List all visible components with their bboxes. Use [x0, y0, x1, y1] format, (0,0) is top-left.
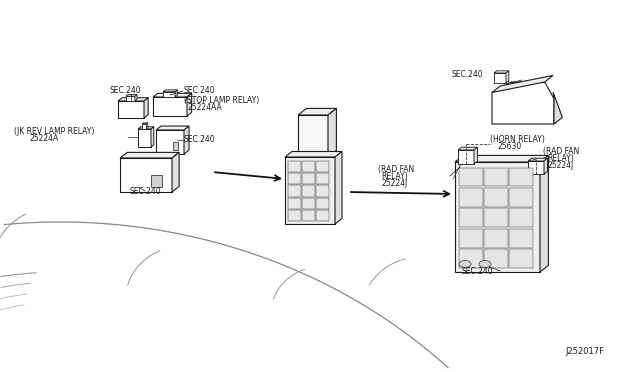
Polygon shape [484, 229, 508, 248]
Text: RELAY): RELAY) [547, 154, 573, 163]
Polygon shape [302, 210, 315, 221]
Polygon shape [298, 108, 337, 115]
Polygon shape [458, 150, 474, 164]
Polygon shape [175, 90, 177, 97]
Polygon shape [288, 161, 301, 172]
Polygon shape [459, 188, 483, 207]
Polygon shape [506, 71, 509, 83]
Text: SEC.240: SEC.240 [462, 267, 493, 276]
Polygon shape [484, 208, 508, 227]
Text: SEC.240: SEC.240 [452, 70, 484, 79]
Polygon shape [316, 210, 329, 221]
Polygon shape [142, 123, 148, 124]
Polygon shape [528, 161, 544, 174]
Text: 25630: 25630 [497, 142, 521, 151]
Polygon shape [459, 208, 483, 227]
Polygon shape [156, 126, 189, 130]
Text: SEC.240: SEC.240 [184, 135, 216, 144]
Polygon shape [172, 153, 179, 192]
Polygon shape [138, 127, 154, 129]
Polygon shape [316, 161, 329, 172]
Polygon shape [163, 90, 177, 92]
Polygon shape [328, 108, 337, 157]
Text: (HORN RELAY): (HORN RELAY) [490, 135, 545, 144]
Polygon shape [118, 98, 148, 101]
Text: SEC.240: SEC.240 [110, 86, 141, 95]
Polygon shape [163, 92, 175, 97]
Polygon shape [138, 129, 151, 147]
Polygon shape [120, 158, 172, 192]
Polygon shape [459, 229, 483, 248]
Text: (STOP LAMP RELAY): (STOP LAMP RELAY) [184, 96, 259, 105]
Ellipse shape [479, 260, 491, 267]
Polygon shape [126, 94, 137, 96]
Polygon shape [458, 147, 477, 150]
Polygon shape [484, 188, 508, 207]
Polygon shape [144, 98, 148, 118]
Polygon shape [528, 158, 547, 161]
Polygon shape [288, 210, 301, 221]
Text: RELAY): RELAY) [381, 172, 408, 181]
Text: (RAD FAN: (RAD FAN [378, 165, 414, 174]
Polygon shape [484, 249, 508, 268]
Polygon shape [153, 93, 191, 97]
Polygon shape [142, 124, 147, 129]
Polygon shape [316, 173, 329, 185]
Polygon shape [288, 185, 301, 196]
Polygon shape [302, 173, 315, 185]
Polygon shape [316, 185, 329, 196]
Polygon shape [302, 185, 315, 196]
Polygon shape [184, 126, 189, 154]
Polygon shape [455, 162, 540, 272]
Polygon shape [544, 158, 547, 174]
Polygon shape [316, 198, 329, 209]
Polygon shape [135, 94, 137, 101]
Polygon shape [455, 155, 548, 162]
Polygon shape [540, 155, 548, 272]
Text: (JK REV LAMP RELAY): (JK REV LAMP RELAY) [14, 127, 94, 136]
Polygon shape [474, 147, 477, 164]
Polygon shape [494, 73, 506, 83]
Polygon shape [156, 130, 184, 154]
Text: J252017F: J252017F [565, 347, 604, 356]
Polygon shape [173, 142, 179, 150]
Text: SEC.240: SEC.240 [130, 187, 162, 196]
Text: 25224AA: 25224AA [187, 103, 221, 112]
Polygon shape [459, 167, 483, 186]
Polygon shape [153, 97, 187, 116]
Polygon shape [288, 198, 301, 209]
Text: 25224A: 25224A [30, 134, 60, 143]
Polygon shape [147, 123, 148, 129]
Text: (RAD FAN: (RAD FAN [543, 147, 579, 156]
Polygon shape [298, 115, 328, 157]
Polygon shape [492, 82, 554, 124]
Polygon shape [302, 198, 315, 209]
Polygon shape [187, 93, 191, 116]
Polygon shape [151, 175, 161, 187]
Polygon shape [509, 208, 532, 227]
Polygon shape [509, 229, 532, 248]
Polygon shape [302, 161, 315, 172]
Polygon shape [335, 151, 342, 224]
Polygon shape [126, 96, 135, 101]
Polygon shape [509, 249, 532, 268]
Polygon shape [459, 249, 483, 268]
Polygon shape [120, 153, 179, 158]
Polygon shape [492, 76, 553, 93]
Polygon shape [484, 167, 508, 186]
Polygon shape [553, 92, 563, 124]
Polygon shape [151, 127, 154, 147]
Text: SEC.240: SEC.240 [184, 86, 216, 95]
Polygon shape [285, 151, 342, 157]
Text: 25224J: 25224J [382, 179, 408, 188]
Polygon shape [509, 188, 532, 207]
Polygon shape [288, 173, 301, 185]
Polygon shape [509, 167, 532, 186]
Polygon shape [285, 157, 335, 224]
Polygon shape [494, 71, 509, 73]
Polygon shape [118, 101, 144, 118]
Text: 25224J: 25224J [548, 161, 574, 170]
Ellipse shape [459, 260, 471, 267]
